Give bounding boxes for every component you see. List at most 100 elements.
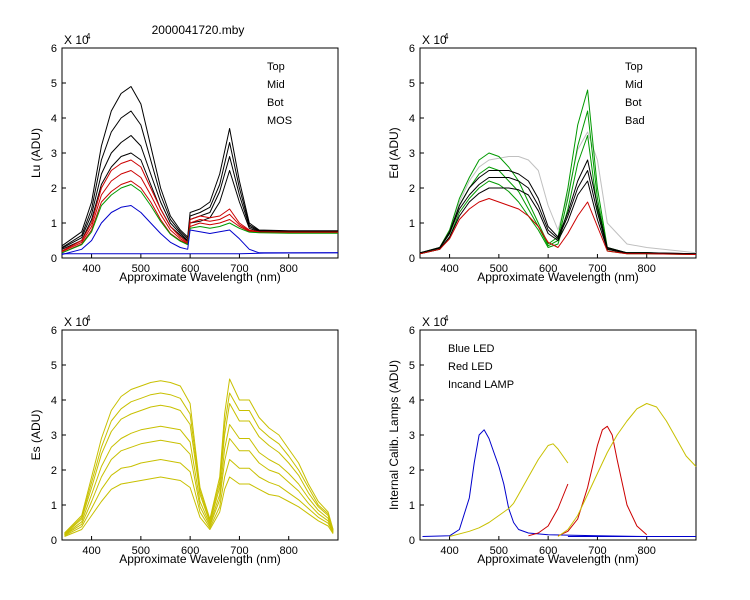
y-tick-label: 2 [409,465,415,477]
axes-frame [419,47,697,259]
legend-item-mid: Mid [267,79,285,91]
y-tick-label: 0 [409,535,415,547]
y-tick-label: 5 [409,360,415,372]
x-axis-label: Approximate Wavelength (nm) [119,270,281,284]
series-line-bad [419,131,697,254]
y-tick-label: 4 [51,113,57,125]
panel-lu: 400 500 600 700 800 0 1 2 3 4 5 6 Top Mid Bot MOS X 10… [29,32,339,284]
y-tick-label: 3 [409,430,415,442]
x-axis-label: Approximate Wavelength (nm) [119,552,281,566]
x-tick-label: 400 [440,545,458,557]
x-tick-label: 600 [539,545,557,557]
x-tick-label: 700 [588,545,606,557]
x-tick-label: 600 [539,263,557,275]
y-tick-label: 1 [51,500,57,512]
figure-title: 2000041720.mby [152,23,245,37]
series-line-es [64,476,334,537]
panel-es: 400 500 600 700 800 0 1 2 3 4 5 6 X 10 4 Approximat… [29,314,339,566]
y-tick-label: 0 [409,253,415,265]
legend-item-bad: Bad [625,115,645,127]
panel-calib: 400 500 600 700 800 0 1 2 3 4 5 6 Blue LED Red LED In… [387,314,697,566]
x-tick-label: 700 [230,263,248,275]
y-tick-label: 2 [51,183,57,195]
series-line-es [64,459,334,537]
series-line-mos [62,252,339,255]
y-tick-label: 1 [409,500,415,512]
y-tick-label: 5 [51,360,57,372]
legend-item-red-led: Red LED [448,361,493,373]
y-axis-label: Es (ADU) [29,410,43,461]
series-line-red-led [528,483,569,537]
y-tick-label: 3 [51,148,57,160]
legend-item-bot: Bot [267,97,284,109]
plot-area [64,378,334,537]
x-tick-label: 500 [132,545,150,557]
series-line-top [419,159,697,255]
y-exponent-power: 4 [444,32,449,41]
series-line-top [419,180,697,255]
y-tick-label: 3 [51,430,57,442]
legend-item-mid: Mid [625,79,643,91]
y-exponent-base: X 10 [64,33,89,47]
y-axis-label: Lu (ADU) [29,128,43,178]
series-line-incand-lamp [449,443,569,537]
plot-area [422,403,697,537]
y-tick-label: 4 [409,113,415,125]
plot-area [419,89,697,255]
axis-ticks: 400 500 600 700 800 0 1 2 3 4 5 6 [51,43,298,275]
y-tick-label: 0 [51,535,57,547]
y-tick-label: 5 [51,78,57,90]
panel-ed: 400 500 600 700 800 0 1 2 3 4 5 6 Top Mid Bot Bad X 10… [387,32,697,284]
y-exponent-power: 4 [86,32,91,41]
x-tick-label: 500 [490,263,508,275]
legend-item-top: Top [625,61,643,73]
x-tick-label: 600 [181,263,199,275]
series-line-mid [61,159,338,252]
series-line-es [64,438,334,536]
y-tick-label: 2 [51,465,57,477]
x-tick-label: 400 [440,263,458,275]
y-axis-label: Ed (ADU) [387,127,401,178]
axis-ticks: 400 500 600 700 800 0 1 2 3 4 5 6 [409,43,656,275]
series-line-top [61,135,338,249]
y-exponent-base: X 10 [422,33,447,47]
axis-ticks: 400 500 600 700 800 0 1 2 3 4 5 6 [51,325,298,557]
x-tick-label: 600 [181,545,199,557]
legend-item-mos: MOS [267,115,292,127]
legend-item-incand-lamp: Incand LAMP [448,379,514,391]
y-tick-label: 6 [409,325,415,337]
x-tick-label: 800 [638,545,656,557]
y-tick-label: 1 [409,218,415,230]
y-tick-label: 3 [409,148,415,160]
y-tick-label: 1 [51,218,57,230]
series-line-top [419,170,697,255]
series-line-bot [419,89,697,255]
series-line-top [61,152,338,250]
legend-item-blue-led: Blue LED [448,343,495,355]
series-line-red-led [557,425,648,537]
y-exponent-base: X 10 [64,315,89,329]
plot-area [61,86,339,255]
series-line-incand-lamp [557,403,697,537]
y-tick-label: 6 [409,43,415,55]
y-tick-label: 0 [51,253,57,265]
series-line-top [61,110,338,248]
y-tick-label: 5 [409,78,415,90]
x-tick-label: 500 [132,263,150,275]
y-axis-label: Internal Calib. Lamps (ADU) [387,360,401,510]
x-tick-label: 500 [490,545,508,557]
legend: Top Mid Bot Bad [625,61,645,127]
y-exponent-power: 4 [86,314,91,323]
series-line-mid [61,180,338,254]
y-exponent-base: X 10 [422,315,447,329]
series-line-top [61,86,338,247]
series-line-mos [61,205,338,255]
x-tick-label: 400 [82,263,100,275]
x-axis-label: Approximate Wavelength (nm) [477,552,639,566]
axes-frame [61,329,339,541]
series-line-es [64,403,334,535]
legend-item-top: Top [267,61,285,73]
y-tick-label: 6 [51,43,57,55]
series-line-blue-led [422,429,696,537]
